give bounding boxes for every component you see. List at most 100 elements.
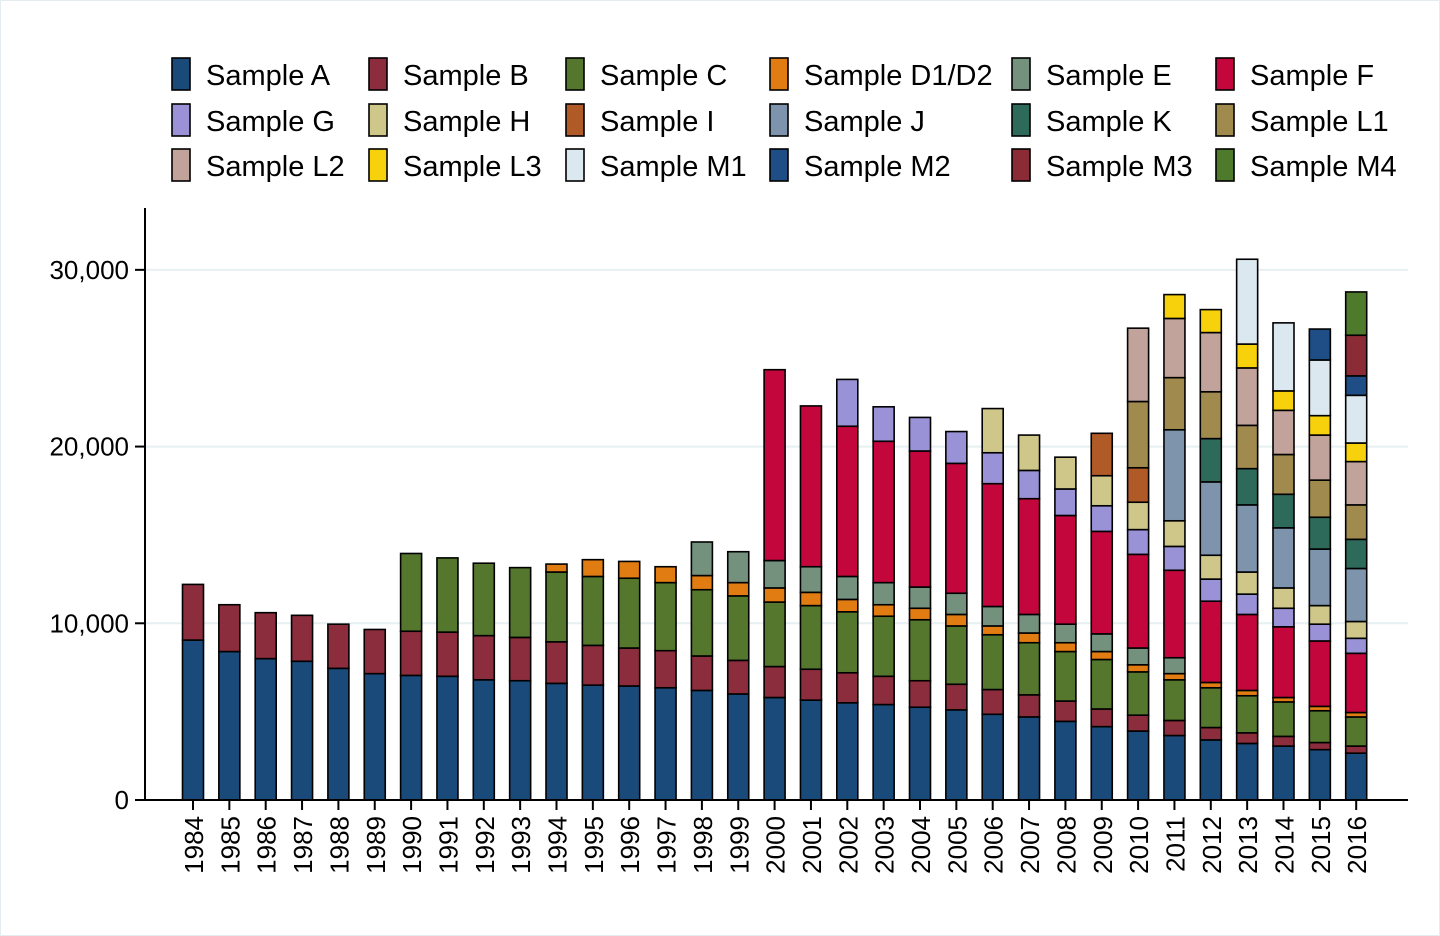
legend-item-sample-m2: Sample M2 bbox=[769, 148, 951, 183]
bar-2015-sample-m1 bbox=[1308, 359, 1332, 417]
bar-2008-sample-g bbox=[1054, 488, 1077, 517]
bar-2007-sample-h bbox=[1017, 434, 1041, 472]
bar-2011-sample-g bbox=[1163, 545, 1186, 572]
bar-2000-sample-f bbox=[763, 368, 786, 562]
bar-1996-sample-b bbox=[617, 647, 641, 687]
legend-swatch bbox=[1011, 103, 1031, 137]
legend-label: Sample M4 bbox=[1250, 151, 1397, 183]
bar-2009-sample-a bbox=[1090, 725, 1114, 801]
legend-swatch bbox=[565, 148, 585, 182]
bar-2011-sample-h bbox=[1163, 519, 1186, 548]
bar-2014-sample-k bbox=[1272, 493, 1295, 529]
bar-2015-sample-b bbox=[1308, 741, 1332, 751]
bar-2015-sample-a bbox=[1308, 748, 1332, 801]
x-tick-label: 2006 bbox=[979, 816, 1009, 874]
bar-2009-sample-g bbox=[1090, 504, 1114, 533]
bar-2016-sample-l3 bbox=[1344, 442, 1368, 463]
bar-2007-sample-b bbox=[1017, 694, 1041, 718]
x-tick-label: 1988 bbox=[324, 816, 354, 874]
bar-2016-sample-l2 bbox=[1344, 460, 1368, 506]
bar-2003-sample-d1-d2 bbox=[872, 603, 895, 618]
bar-2002-sample-g bbox=[835, 378, 859, 428]
bar-2011-sample-e bbox=[1163, 656, 1186, 675]
bar-2014-sample-j bbox=[1272, 527, 1295, 589]
bar-2002-sample-e bbox=[835, 575, 859, 601]
y-tick-label: 20,000 bbox=[49, 432, 129, 462]
x-tick-label: 1997 bbox=[652, 816, 682, 874]
legend-swatch bbox=[1011, 148, 1031, 182]
bar-2006-sample-h bbox=[981, 407, 1005, 454]
bar-1995-sample-a bbox=[581, 684, 605, 801]
bar-1993-sample-c bbox=[508, 566, 532, 639]
bar-2016-sample-b bbox=[1344, 745, 1368, 754]
bar-2009-sample-e bbox=[1090, 633, 1114, 653]
bar-2003-sample-g bbox=[872, 406, 895, 443]
bar-1999-sample-d1-d2 bbox=[726, 581, 750, 597]
bar-2013-sample-a bbox=[1235, 742, 1259, 801]
bar-2002-sample-d1-d2 bbox=[835, 598, 859, 613]
bar-2010-sample-d1-d2 bbox=[1126, 664, 1150, 673]
bar-1993-sample-a bbox=[508, 679, 532, 801]
bar-2015-sample-l3 bbox=[1308, 414, 1332, 436]
legend-swatch bbox=[171, 148, 191, 182]
bar-1985-sample-b bbox=[218, 603, 241, 653]
bar-1998-sample-c bbox=[690, 588, 714, 657]
y-tick-label: 10,000 bbox=[49, 608, 129, 638]
legend-item-sample-m1: Sample M1 bbox=[565, 148, 747, 183]
legend-swatch bbox=[171, 103, 191, 137]
bar-2005-sample-c bbox=[945, 625, 968, 686]
legend-label: Sample L3 bbox=[403, 151, 542, 183]
bar-2014-sample-c bbox=[1272, 701, 1295, 738]
legend-label: Sample K bbox=[1046, 106, 1172, 138]
bar-2010-sample-e bbox=[1126, 647, 1150, 666]
bar-2005-sample-f bbox=[945, 462, 968, 595]
legend-swatch bbox=[368, 57, 388, 91]
x-tick-label: 2004 bbox=[906, 816, 936, 874]
bar-1998-sample-a bbox=[690, 689, 714, 801]
legend-label: Sample M1 bbox=[600, 151, 747, 183]
bar-2011-sample-c bbox=[1163, 679, 1186, 722]
bar-2008-sample-d1-d2 bbox=[1054, 641, 1077, 653]
bar-1997-sample-a bbox=[654, 686, 677, 801]
bar-2016-sample-f bbox=[1344, 652, 1368, 714]
bar-2016-sample-g bbox=[1344, 637, 1368, 655]
bar-2004-sample-a bbox=[908, 706, 932, 801]
bar-2016-sample-m3 bbox=[1344, 334, 1368, 377]
bar-2005-sample-b bbox=[945, 683, 968, 711]
bar-2011-sample-a bbox=[1163, 734, 1186, 801]
bar-1988-sample-a bbox=[327, 667, 350, 801]
bar-2013-sample-h bbox=[1235, 571, 1259, 595]
bar-2012-sample-a bbox=[1199, 739, 1223, 801]
bar-1991-sample-a bbox=[436, 675, 459, 801]
bar-2010-sample-a bbox=[1126, 730, 1150, 801]
legend-item-sample-l1: Sample L1 bbox=[1215, 103, 1389, 138]
bar-2010-sample-f bbox=[1126, 553, 1150, 649]
x-tick-label: 1985 bbox=[215, 816, 245, 874]
bar-2001-sample-d1-d2 bbox=[799, 591, 823, 607]
bar-1990-sample-b bbox=[399, 630, 423, 677]
legend-swatch bbox=[565, 57, 585, 91]
bar-2012-sample-h bbox=[1199, 554, 1223, 580]
bar-1992-sample-b bbox=[472, 634, 496, 681]
bar-2016-sample-m2 bbox=[1344, 375, 1368, 397]
bar-1989-sample-a bbox=[363, 672, 387, 801]
bar-1997-sample-d1-d2 bbox=[654, 565, 677, 584]
legend-label: Sample I bbox=[600, 106, 714, 138]
bar-2015-sample-h bbox=[1308, 604, 1332, 625]
bar-2010-sample-h bbox=[1126, 501, 1150, 531]
bar-2013-sample-f bbox=[1235, 613, 1259, 692]
bar-2014-sample-b bbox=[1272, 735, 1295, 747]
bar-2001-sample-f bbox=[799, 405, 823, 568]
legend-item-sample-l2: Sample L2 bbox=[171, 148, 345, 183]
bar-2012-sample-g bbox=[1199, 578, 1223, 602]
bar-2004-sample-g bbox=[908, 416, 932, 452]
bar-2010-sample-l2 bbox=[1126, 327, 1150, 403]
bar-2012-sample-k bbox=[1199, 437, 1223, 483]
x-tick-label: 1984 bbox=[179, 816, 209, 874]
legend-label: Sample F bbox=[1250, 60, 1374, 92]
bar-2016-sample-m1 bbox=[1344, 394, 1368, 444]
bar-2005-sample-g bbox=[945, 430, 968, 465]
y-tick-label: 30,000 bbox=[49, 255, 129, 285]
bar-2001-sample-e bbox=[799, 565, 823, 594]
